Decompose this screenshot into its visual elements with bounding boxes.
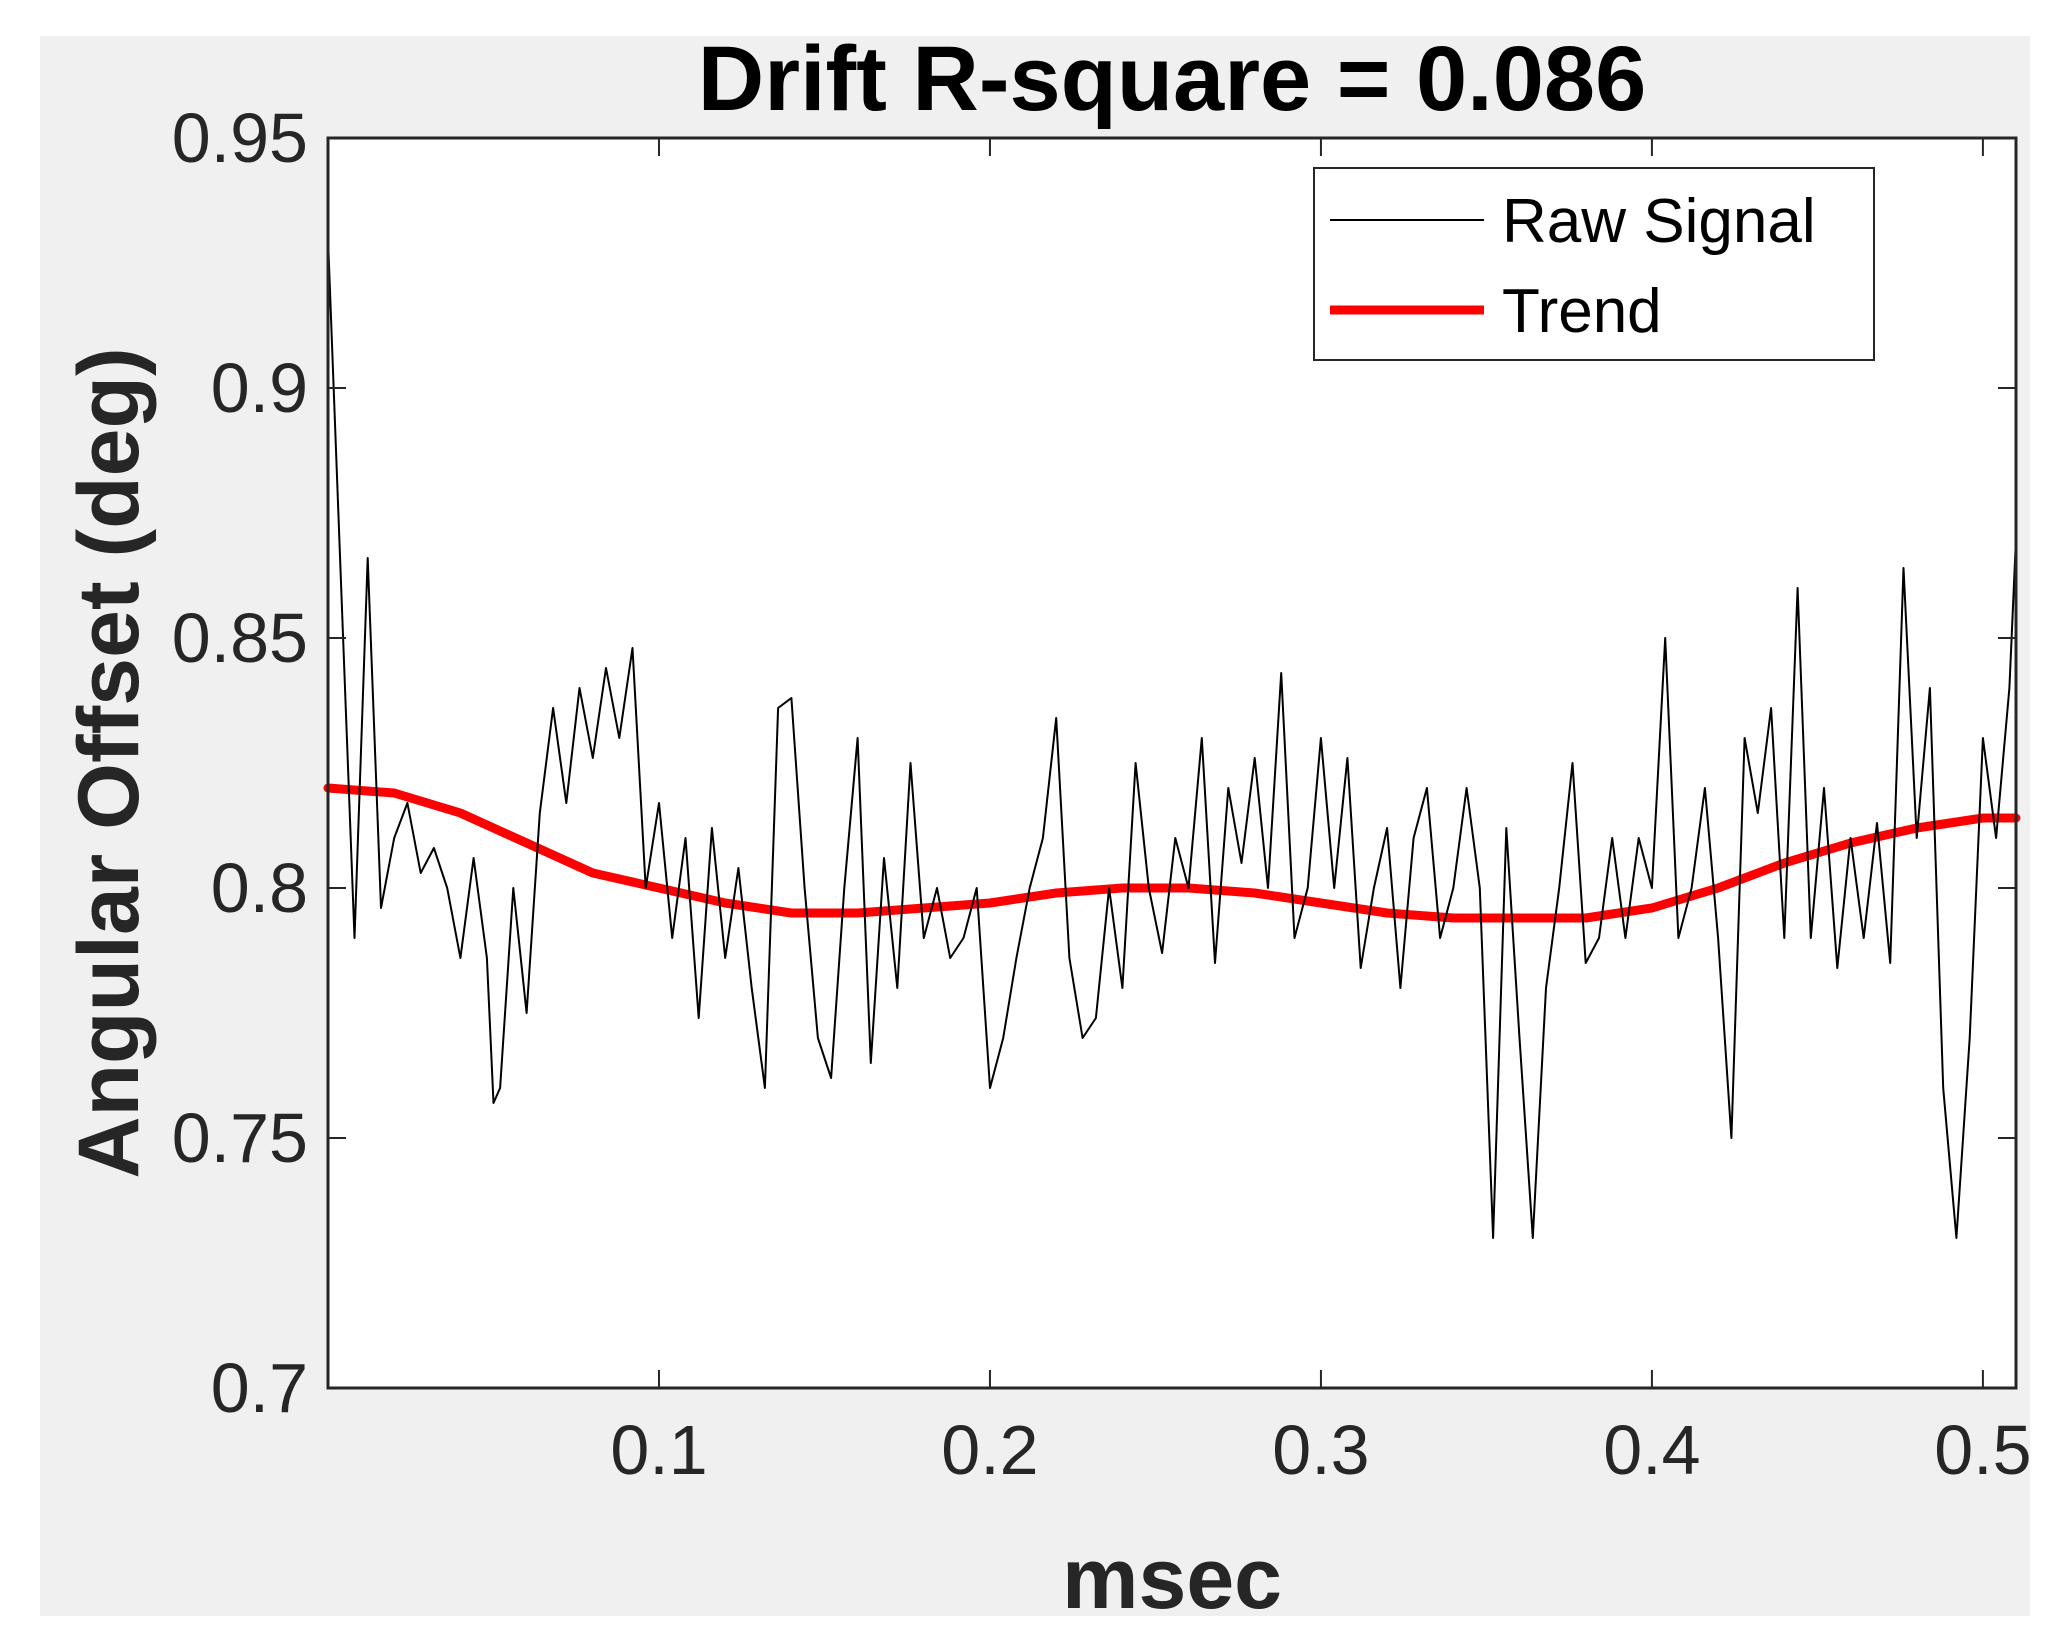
x-axis-label: msec — [1062, 1531, 1282, 1627]
y-tick-label: 0.75 — [172, 1099, 308, 1177]
x-tick-label: 0.2 — [941, 1411, 1038, 1489]
y-tick-label: 0.95 — [172, 99, 308, 177]
x-tick-label: 0.3 — [1272, 1411, 1369, 1489]
axes-box — [326, 136, 2018, 1390]
x-axis-ticks: 0.1 0.2 0.3 0.4 0.5 — [610, 138, 2032, 1489]
legend-raw-signal-label: Raw Signal — [1502, 187, 1816, 256]
y-tick-label: 0.9 — [211, 349, 308, 427]
legend-trend-label: Trend — [1502, 277, 1662, 346]
y-tick-label: 0.8 — [211, 849, 308, 927]
y-axis-ticks: 0.7 0.75 0.8 0.85 0.9 0.95 — [172, 99, 2016, 1427]
y-tick-label: 0.85 — [172, 599, 308, 677]
chart-title: Drift R-square = 0.086 — [698, 28, 1646, 130]
y-axis-label: Angular Offset (deg) — [61, 347, 157, 1178]
raw-signal-line — [327, 237, 2017, 1239]
raw-signal-series-layer — [327, 237, 2017, 1239]
x-tick-label: 0.1 — [610, 1411, 707, 1489]
x-tick-label: 0.4 — [1603, 1411, 1700, 1489]
y-tick-label: 0.7 — [211, 1349, 308, 1427]
x-tick-label: 0.5 — [1934, 1411, 2031, 1489]
legend: Raw Signal Trend — [1313, 167, 1875, 361]
legend-box — [1313, 167, 1875, 361]
